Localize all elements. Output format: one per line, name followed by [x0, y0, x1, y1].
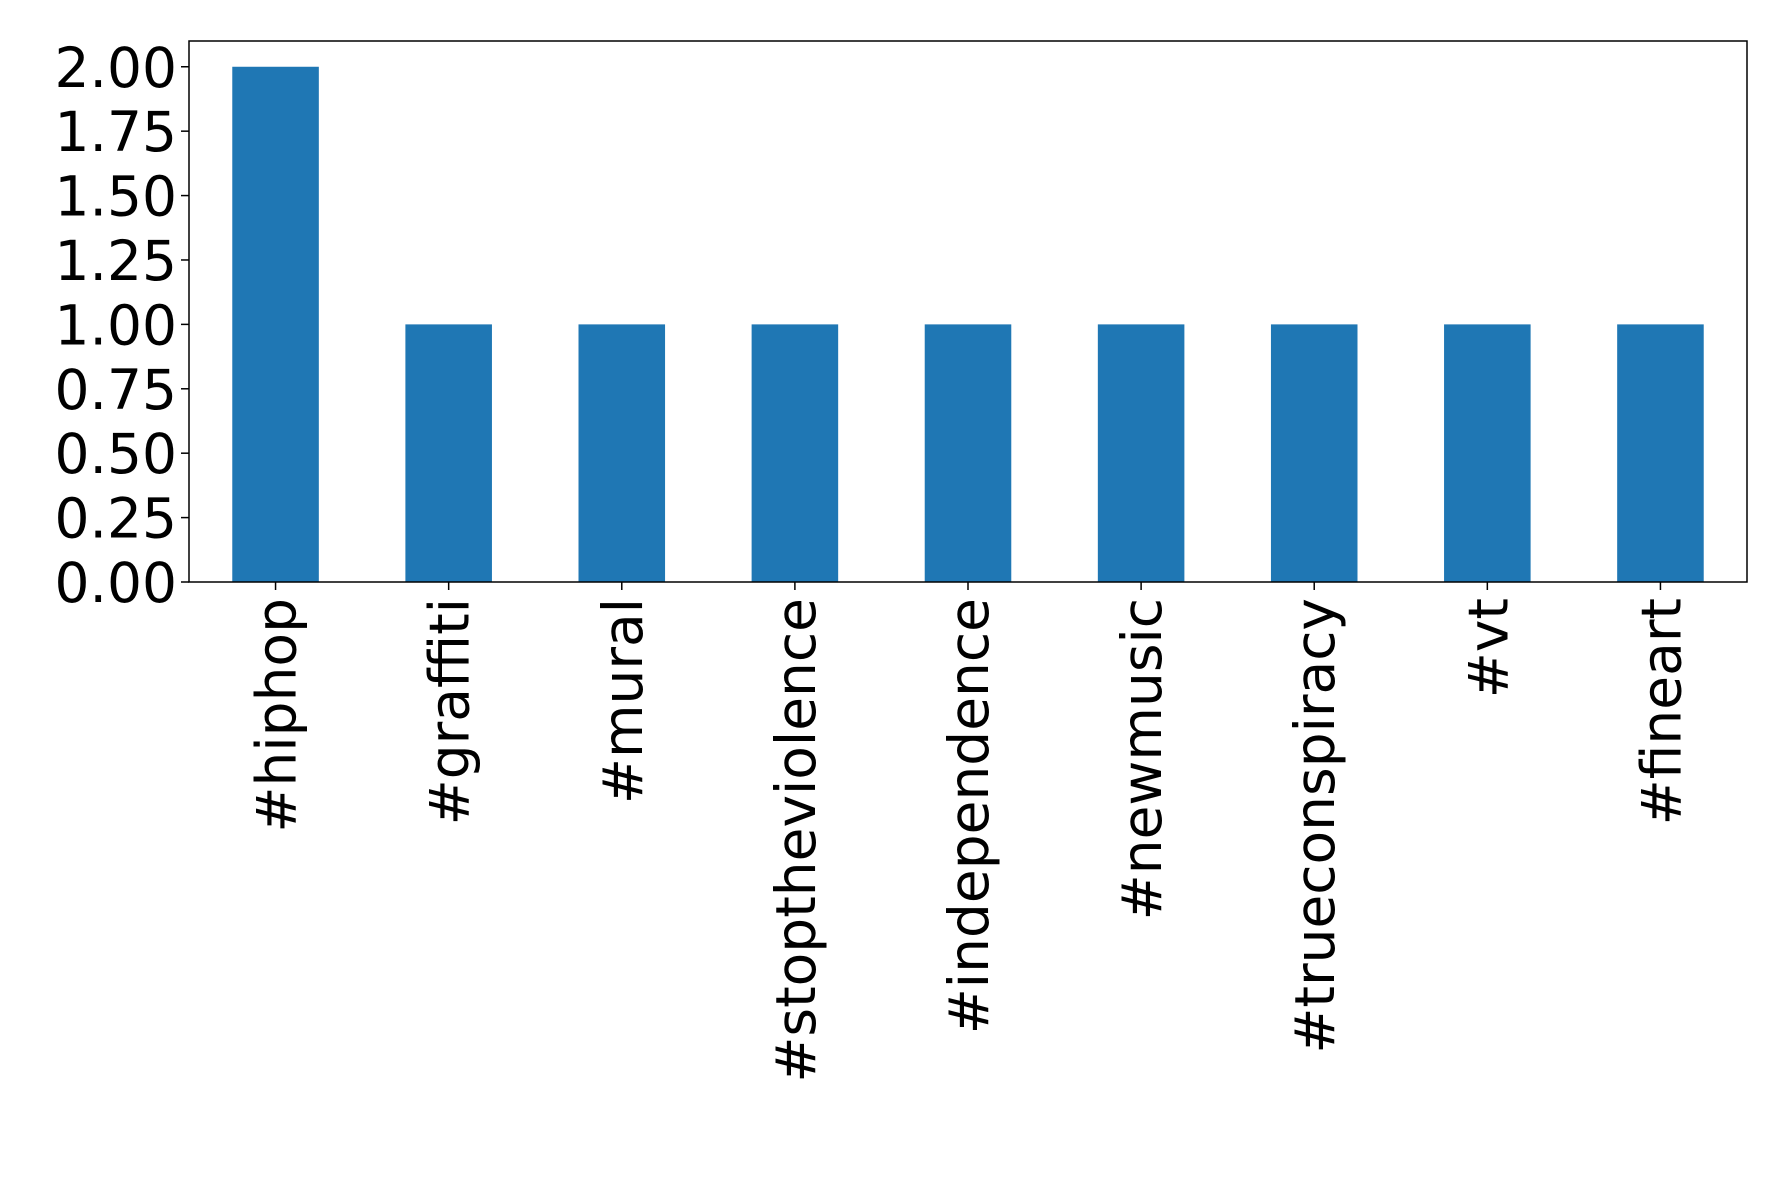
y-tick-label: 1.00: [55, 293, 177, 357]
bar: [751, 324, 839, 582]
x-tick-label: #stoptheviolence: [764, 598, 828, 1083]
bar: [1444, 324, 1531, 582]
y-tick-label: 0.75: [55, 358, 177, 422]
bar: [232, 66, 319, 582]
y-tick-label: 0.00: [55, 551, 177, 615]
bar: [405, 324, 492, 582]
y-tick-label: 1.50: [55, 165, 177, 229]
bar: [578, 324, 666, 582]
y-tick-label: 1.25: [55, 229, 177, 293]
bar: [1270, 324, 1358, 582]
x-tick-label: #trueconspiracy: [1283, 598, 1347, 1054]
x-tick-label: #fineart: [1629, 598, 1693, 825]
x-tick-label: #newmusic: [1110, 598, 1174, 920]
x-tick-label: #vt: [1456, 598, 1520, 698]
bar: [1617, 324, 1704, 582]
y-tick-label: 1.75: [55, 100, 177, 164]
y-tick-label: 2.00: [55, 36, 177, 100]
x-tick-label: #mural: [591, 598, 655, 804]
bar: [1097, 324, 1185, 582]
y-tick-label: 0.50: [55, 422, 177, 486]
y-tick-label: 0.25: [55, 487, 177, 551]
bar: [924, 324, 1012, 582]
x-tick-label: #independence: [937, 598, 1001, 1034]
x-tick-label: #hiphop: [245, 598, 309, 833]
x-tick-label: #graffiti: [418, 598, 482, 825]
axes-frame: [188, 40, 1748, 583]
